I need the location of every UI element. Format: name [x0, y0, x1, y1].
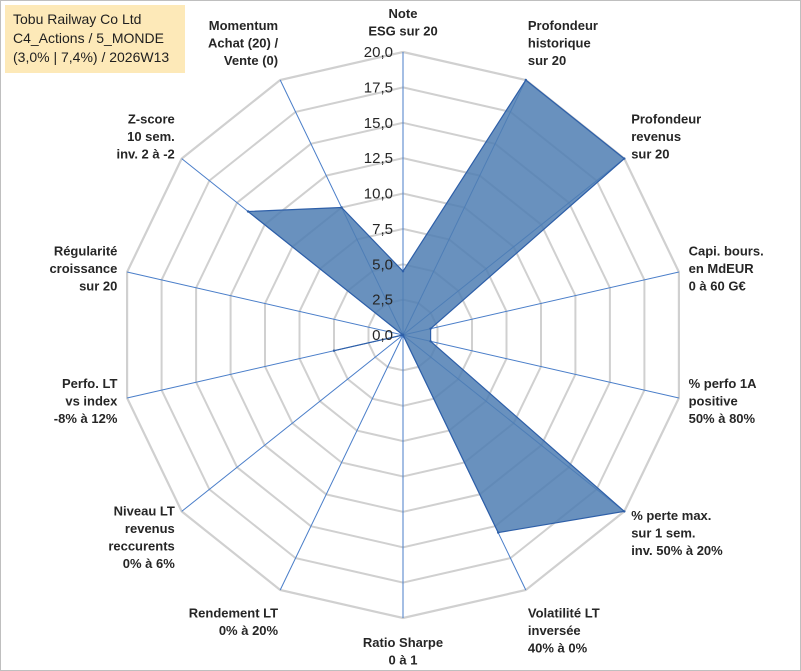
tick-label: 20,0 [364, 44, 393, 61]
axis-category-label-line: sur 1 sem. [631, 526, 695, 541]
axis-category-label-line: historique [528, 35, 591, 50]
data-point [429, 340, 432, 343]
axis-category-label-line: 0 à 60 G€ [689, 279, 746, 294]
axis-category-label-line: croissance [49, 261, 117, 276]
axis-category-label-line: 0 à 1 [389, 653, 418, 668]
axis-category-label-line: Momentum [209, 18, 278, 33]
axis-category-label-line: inv. 2 à -2 [117, 146, 175, 161]
axis-category-label-line: Profondeur [631, 111, 701, 126]
axis-category-label-line: 0% à 20% [219, 623, 279, 638]
axis-category-label-line: positive [689, 393, 738, 408]
chart-subtitle-period: (3,0% | 7,4%) / 2026W13 [13, 49, 170, 65]
data-point [524, 78, 527, 82]
axis-category-label: Profondeur revenus sur 20 [631, 111, 701, 161]
data-point [623, 510, 626, 513]
tick-label: 17,5 [364, 79, 393, 96]
axis-spoke [181, 334, 404, 512]
axis-category-label: Profondeur historique sur 20 [528, 18, 598, 68]
data-point [246, 210, 250, 213]
axis-category-label: Momentum Achat (20) / Vente (0) [208, 18, 278, 68]
axis-category-label-line: Z-score [128, 111, 175, 126]
axis-category-label-line: revenus [125, 521, 175, 536]
axis-category-label-line: Volatilité LT [528, 606, 600, 621]
axis-spoke [402, 271, 680, 336]
tick-label: 7,5 [372, 221, 393, 238]
axis-category-label-line: Vente (0) [224, 53, 278, 68]
tick-label: 0,0 [372, 327, 393, 344]
data-point [332, 349, 336, 352]
axis-category-label-line: Achat (20) / [208, 35, 278, 50]
axis-category-label-line: -8% à 12% [54, 411, 118, 426]
axis-category-label-line: 40% à 0% [528, 641, 588, 656]
axis-category-label-line: Capi. bours. [689, 244, 764, 259]
chart-title-box: Tobu Railway Co Ltd C4_Actions / 5_MONDE… [5, 5, 185, 73]
axis-category-label-line: sur 20 [79, 279, 117, 294]
axis-spoke [126, 271, 404, 336]
axis-category-label-line: Perfo. LT [62, 376, 117, 391]
chart-subtitle-portfolio: C4_Actions / 5_MONDE [13, 30, 164, 46]
axis-category-label: % perte max. sur 1 sem. inv. 50% à 20% [631, 508, 723, 558]
tick-label: 10,0 [364, 186, 393, 203]
axis-category-label-line: Rendement LT [189, 606, 278, 621]
axis-category-label-line: Profondeur [528, 18, 598, 33]
tick-label: 12,5 [364, 150, 393, 167]
axis-category-label-line: sur 20 [528, 53, 566, 68]
axis-category-label-line: en MdEUR [689, 261, 755, 276]
tick-label: 2,5 [372, 292, 393, 309]
tick-label: 15,0 [364, 115, 393, 132]
category-labels: Note ESG sur 20 Profondeur historique sur 20… [49, 6, 763, 668]
axis-category-label: Régularité croissance sur 20 [49, 244, 117, 294]
data-point [401, 270, 405, 273]
axis-category-label: % perfo 1A positive 50% à 80% [689, 376, 758, 426]
axis-category-label-line: Note [389, 6, 418, 21]
axis-category-label-line: % perfo 1A [689, 376, 758, 391]
axis-category-label-line: ESG sur 20 [368, 24, 437, 39]
axis-category-label-line: reccurents [108, 539, 174, 554]
axis-spoke [402, 334, 680, 399]
axis-category-label: Ratio Sharpe 0 à 1 [363, 635, 443, 668]
radar-series [246, 78, 626, 534]
axis-category-label-line: revenus [631, 129, 681, 144]
radial-tick-labels: 0,0 2,5 5,0 7,5 10,0 12,5 15,0 17,5 20,0 [364, 44, 393, 344]
chart-title: Tobu Railway Co Ltd [13, 11, 142, 27]
axis-category-label-line: Niveau LT [114, 504, 175, 519]
axis-spoke [279, 334, 404, 591]
axis-category-label-line: Ratio Sharpe [363, 635, 443, 650]
axis-category-label: Volatilité LT inversée 40% à 0% [528, 606, 600, 656]
data-point [340, 206, 343, 209]
axis-category-label: Z-score 10 sem. inv. 2 à -2 [117, 111, 175, 161]
axis-category-label-line: 50% à 80% [689, 411, 756, 426]
axis-category-label: Note ESG sur 20 [368, 6, 437, 39]
axis-category-label: Capi. bours. en MdEUR 0 à 60 G€ [689, 244, 764, 294]
data-point [623, 157, 626, 160]
axis-category-label-line: 0% à 6% [123, 556, 175, 571]
axis-category-label-line: % perte max. [631, 508, 711, 523]
axis-category-label: Rendement LT 0% à 20% [189, 606, 279, 639]
axis-category-label: Perfo. LT vs index -8% à 12% [54, 376, 118, 426]
data-point [429, 327, 432, 330]
axis-category-label-line: sur 20 [631, 146, 669, 161]
axis-category-label-line: inversée [528, 623, 581, 638]
axis-category-label-line: inv. 50% à 20% [631, 543, 723, 558]
axis-category-label: Niveau LT revenus reccurents 0% à 6% [108, 504, 175, 572]
data-point [401, 333, 405, 337]
tick-label: 5,0 [372, 256, 393, 273]
axis-category-label-line: vs index [65, 393, 118, 408]
data-point [497, 531, 500, 534]
axis-category-label-line: Régularité [54, 244, 118, 259]
axis-category-label-line: 10 sem. [127, 129, 175, 144]
